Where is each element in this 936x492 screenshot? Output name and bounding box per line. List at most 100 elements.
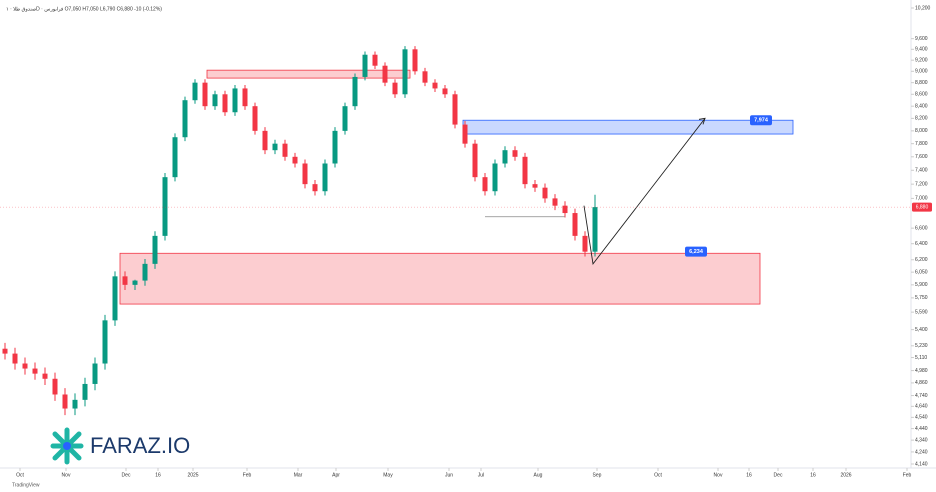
candle bbox=[432, 79, 438, 92]
y-tick-label: 8,800 bbox=[915, 80, 928, 86]
candle bbox=[382, 62, 388, 87]
candle bbox=[72, 393, 78, 416]
y-tick-label: 10,200 bbox=[915, 5, 931, 11]
candle bbox=[292, 152, 298, 168]
y-tick-label: 8,600 bbox=[915, 92, 928, 98]
candle-body bbox=[562, 205, 568, 214]
y-tick-label: 7,600 bbox=[915, 154, 928, 160]
candle bbox=[52, 372, 58, 401]
candle-body bbox=[572, 213, 578, 236]
candle-body bbox=[52, 378, 58, 395]
x-tick-label: Sep bbox=[593, 472, 602, 478]
candle bbox=[62, 388, 68, 416]
candle-body bbox=[132, 280, 138, 285]
candle bbox=[482, 173, 488, 196]
candle bbox=[252, 102, 258, 135]
candle bbox=[122, 271, 128, 291]
candle bbox=[422, 67, 428, 87]
candle bbox=[512, 146, 518, 161]
x-tick-label: Nov bbox=[62, 472, 71, 478]
candle-body bbox=[382, 65, 388, 83]
candle-body bbox=[322, 163, 328, 192]
y-tick-label: 8,200 bbox=[915, 116, 928, 122]
candle-body bbox=[582, 235, 588, 252]
candle bbox=[562, 201, 568, 218]
candle bbox=[272, 139, 278, 155]
candle bbox=[82, 377, 88, 407]
header: صندوق طلا · ۱D · فرابورس O7,050 H7,050 L… bbox=[6, 6, 162, 12]
last-price-tag bbox=[912, 202, 932, 212]
candle-body bbox=[422, 71, 428, 83]
candle-body bbox=[532, 184, 538, 188]
candle bbox=[242, 84, 248, 110]
y-tick-label: 8,000 bbox=[915, 128, 928, 134]
x-tick-label: Apr bbox=[332, 472, 340, 478]
logo-dot bbox=[63, 442, 71, 450]
x-tick-label: Oct bbox=[654, 472, 662, 478]
candle bbox=[12, 347, 18, 370]
candle-body bbox=[332, 130, 338, 164]
candle bbox=[342, 102, 348, 135]
y-tick-label: 7,200 bbox=[915, 181, 928, 187]
candle-body bbox=[202, 82, 208, 107]
candle bbox=[92, 357, 98, 391]
x-tick-label: May bbox=[383, 472, 393, 478]
level-label-box bbox=[750, 115, 772, 126]
y-tick-label: 9,400 bbox=[915, 47, 928, 53]
candle-body bbox=[92, 363, 98, 384]
last-price-label: 6,880 bbox=[916, 204, 929, 210]
candle bbox=[332, 127, 338, 168]
candle-body bbox=[512, 150, 518, 157]
y-tick-label: 9,600 bbox=[915, 36, 928, 42]
candle-body bbox=[342, 106, 348, 131]
candle bbox=[162, 173, 168, 241]
y-tick-label: 4,640 bbox=[915, 404, 928, 410]
x-tick-label: Jul bbox=[478, 472, 484, 478]
candle bbox=[42, 367, 48, 385]
candle bbox=[102, 314, 108, 370]
y-tick-label: 4,140 bbox=[915, 461, 928, 467]
candle bbox=[452, 90, 458, 129]
candle-body bbox=[462, 124, 468, 144]
candle-body bbox=[392, 82, 398, 95]
candle bbox=[112, 271, 118, 326]
y-tick-label: 6,050 bbox=[915, 269, 928, 275]
candle bbox=[402, 46, 408, 98]
x-tick-label: Nov bbox=[714, 472, 723, 478]
y-tick-label: 4,980 bbox=[915, 368, 928, 374]
y-tick-label: 7,000 bbox=[915, 196, 928, 202]
candle-body bbox=[492, 163, 498, 192]
x-tick-label: 2026 bbox=[840, 472, 851, 478]
candle bbox=[182, 96, 188, 142]
candle-body bbox=[472, 143, 478, 178]
zone bbox=[462, 119, 794, 135]
candle bbox=[282, 139, 288, 161]
y-tick-label: 4,340 bbox=[915, 437, 928, 443]
candle bbox=[202, 79, 208, 110]
candle bbox=[372, 51, 378, 70]
candle-body bbox=[2, 348, 8, 354]
candle-body bbox=[592, 207, 598, 252]
x-tick-label: Dec bbox=[122, 472, 131, 478]
candle bbox=[552, 194, 558, 211]
candle-body bbox=[302, 163, 308, 185]
level-label-box bbox=[685, 246, 707, 257]
candle bbox=[302, 159, 308, 189]
candle bbox=[172, 133, 178, 182]
candle-body bbox=[282, 143, 288, 157]
candle-body bbox=[42, 373, 48, 379]
candle bbox=[502, 146, 508, 168]
x-tick-label: Feb bbox=[243, 472, 252, 478]
y-tick-label: 5,400 bbox=[915, 327, 928, 333]
candle-body bbox=[452, 94, 458, 125]
y-tick-label: 9,000 bbox=[915, 69, 928, 75]
candle-body bbox=[502, 150, 508, 164]
x-tick-label: 16 bbox=[810, 472, 816, 478]
candle-body bbox=[102, 320, 108, 364]
candle bbox=[492, 159, 498, 196]
zone bbox=[206, 69, 411, 79]
candle-body bbox=[242, 88, 248, 107]
candle-body bbox=[182, 100, 188, 138]
